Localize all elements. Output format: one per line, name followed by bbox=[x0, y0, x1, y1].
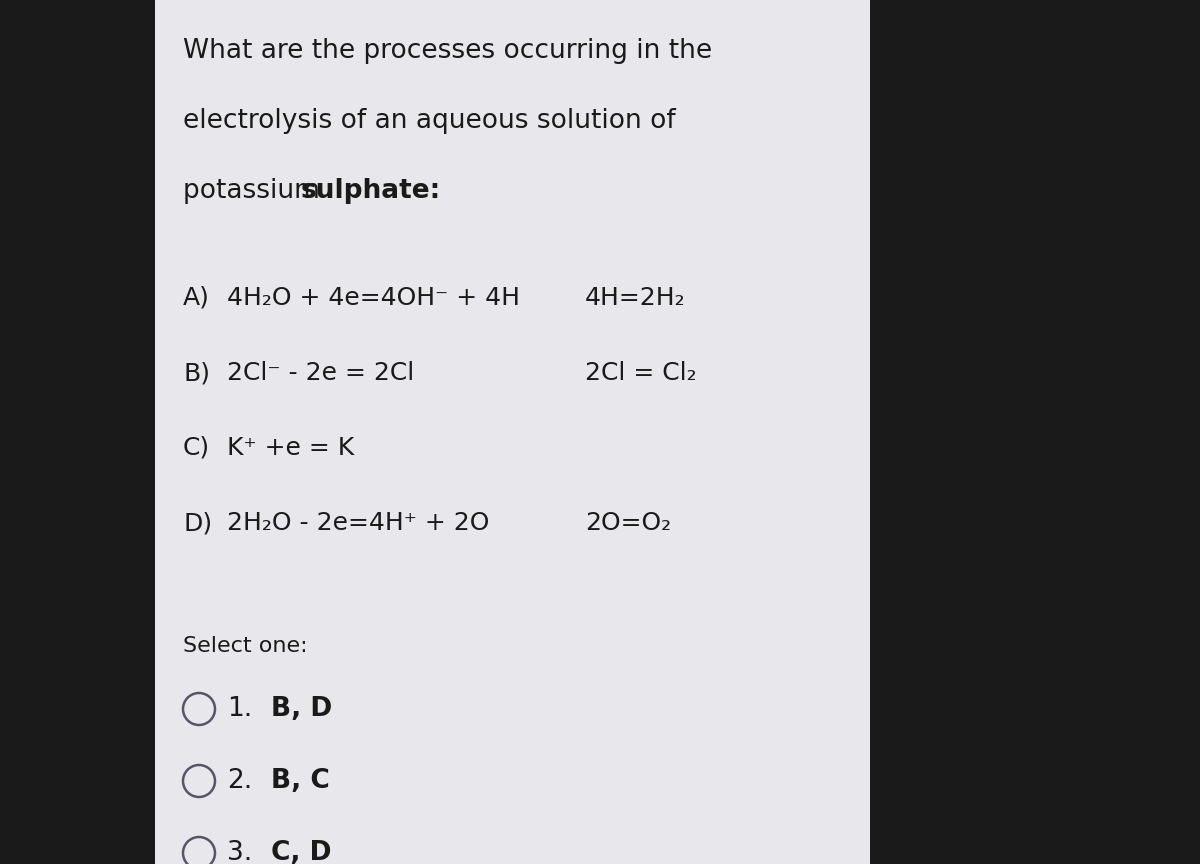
Text: C): C) bbox=[182, 436, 210, 460]
Text: potassium: potassium bbox=[182, 178, 329, 204]
Text: B): B) bbox=[182, 361, 210, 385]
Text: 4H₂O + 4e=4OH⁻ + 4H: 4H₂O + 4e=4OH⁻ + 4H bbox=[227, 286, 520, 310]
Circle shape bbox=[182, 765, 215, 797]
Text: 4H=2H₂: 4H=2H₂ bbox=[586, 286, 685, 310]
FancyBboxPatch shape bbox=[155, 0, 870, 864]
Text: B, C: B, C bbox=[271, 768, 330, 794]
Text: 2Cl⁻ - 2e = 2Cl: 2Cl⁻ - 2e = 2Cl bbox=[227, 361, 414, 385]
Text: 2H₂O - 2e=4H⁺ + 2O: 2H₂O - 2e=4H⁺ + 2O bbox=[227, 511, 490, 535]
Text: 3.: 3. bbox=[227, 840, 252, 864]
Text: 2O=O₂: 2O=O₂ bbox=[586, 511, 671, 535]
Text: K⁺ +e = K: K⁺ +e = K bbox=[227, 436, 354, 460]
Text: Select one:: Select one: bbox=[182, 636, 307, 656]
Text: D): D) bbox=[182, 511, 212, 535]
Text: sulphate:: sulphate: bbox=[301, 178, 442, 204]
Text: A): A) bbox=[182, 286, 210, 310]
Text: What are the processes occurring in the: What are the processes occurring in the bbox=[182, 38, 712, 64]
Circle shape bbox=[182, 693, 215, 725]
Circle shape bbox=[182, 837, 215, 864]
Text: B, D: B, D bbox=[271, 696, 332, 722]
Text: 2Cl = Cl₂: 2Cl = Cl₂ bbox=[586, 361, 697, 385]
Text: electrolysis of an aqueous solution of: electrolysis of an aqueous solution of bbox=[182, 108, 676, 134]
Text: C, D: C, D bbox=[271, 840, 331, 864]
Text: 1.: 1. bbox=[227, 696, 252, 722]
Text: 2.: 2. bbox=[227, 768, 252, 794]
